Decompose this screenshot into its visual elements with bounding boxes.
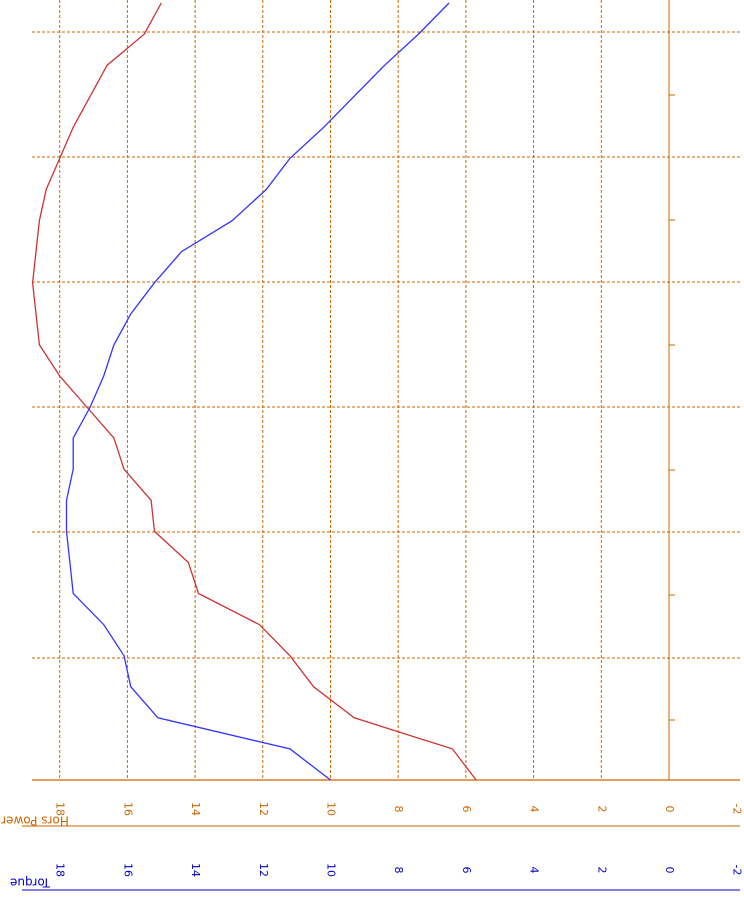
tick-label: 18 [54,863,67,877]
tick-label: 6 [460,867,473,874]
tick-label: 16 [121,802,134,816]
tick-label: 14 [189,802,202,816]
axis-title-hors-power: Hors Power [1,814,69,828]
tick-label: 8 [392,806,405,813]
tick-label: 12 [257,802,270,816]
tick-label: 0 [663,806,676,813]
tick-label: 2 [595,806,608,813]
tick-label: -2 [731,865,744,876]
axis-title-torque: Torque [10,876,51,890]
tick-label: -2 [731,804,744,815]
grid [32,0,740,780]
tick-label: 4 [528,867,541,874]
tick-label: 6 [460,806,473,813]
series-line-hors-power [31,2,477,781]
tick-label: 4 [528,806,541,813]
tick-label: 10 [325,863,338,877]
tick-label: 10 [325,802,338,816]
tick-label: 12 [257,863,270,877]
tick-label: 0 [663,867,676,874]
series-lines [31,2,477,781]
tick-label: 18 [54,802,67,816]
tick-label: 14 [189,863,202,877]
tick-label: 8 [392,867,405,874]
series-line-torque [65,2,450,781]
tick-label: 16 [121,863,134,877]
tick-label: 2 [595,867,608,874]
axis-frame [32,0,740,781]
